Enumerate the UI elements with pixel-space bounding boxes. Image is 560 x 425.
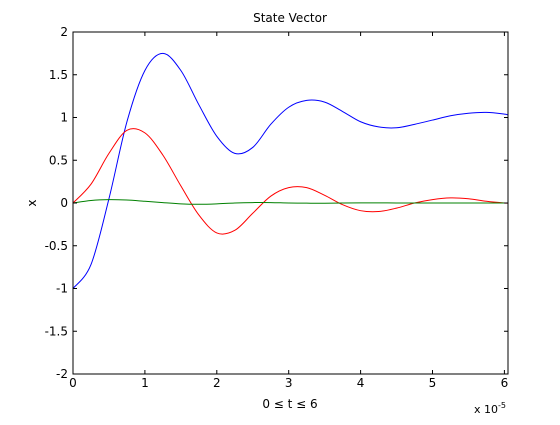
y-tick-label: 1.5 xyxy=(49,68,68,82)
y-tick-label: -1.5 xyxy=(45,324,68,338)
y-tick-label: 2 xyxy=(60,25,68,39)
x-tick-label: 4 xyxy=(357,376,365,390)
y-tick-label: -2 xyxy=(56,367,68,381)
y-tick-label: -0.5 xyxy=(45,239,68,253)
series-line-3 xyxy=(72,199,508,205)
x-axis-label: 0 ≤ t ≤ 6 xyxy=(262,397,317,411)
x-tick-label: 5 xyxy=(429,376,437,390)
x-tick-label: 6 xyxy=(501,376,509,390)
series-lines xyxy=(72,52,509,289)
x-tick-label: 3 xyxy=(285,376,293,390)
x-exponent-label: x 10-5 xyxy=(474,401,506,416)
x-exponent-power: -5 xyxy=(498,401,506,410)
y-axis-label: x xyxy=(25,199,39,206)
x-tick-label: 1 xyxy=(141,376,149,390)
y-tick-label: 1 xyxy=(60,111,68,125)
series-line-2 xyxy=(72,128,509,235)
y-axis-ticks: -2 -1.5 -1 -0.5 0 0.5 1 1.5 2 xyxy=(45,25,508,381)
x-exponent-base: x 10 xyxy=(474,403,498,416)
y-tick-label: 0 xyxy=(60,196,68,210)
y-tick-label: 0.5 xyxy=(49,153,68,167)
x-tick-label: 0 xyxy=(69,376,77,390)
y-tick-label: -1 xyxy=(56,282,68,296)
x-axis-ticks: 0 1 2 3 4 5 6 xyxy=(69,32,508,390)
x-tick-label: 2 xyxy=(213,376,221,390)
chart-title: State Vector xyxy=(253,11,327,25)
series-line-1 xyxy=(72,52,509,289)
